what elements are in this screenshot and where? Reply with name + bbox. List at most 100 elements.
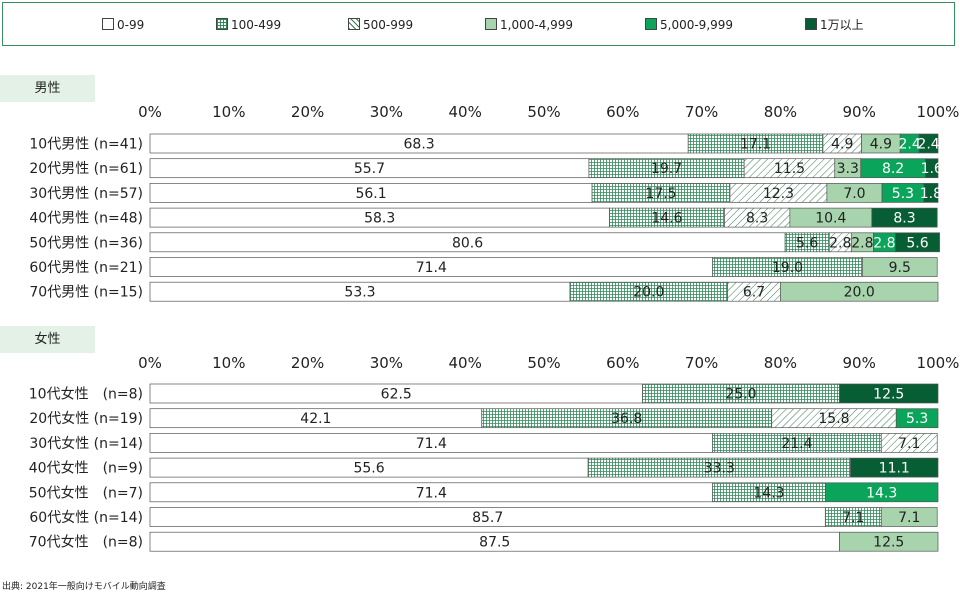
x-tick-label: 90% — [843, 354, 876, 372]
data-label: 68.3 — [404, 137, 435, 153]
data-label: 2.8 — [829, 235, 851, 251]
x-tick-label: 40% — [449, 354, 482, 372]
data-label: 33.3 — [704, 461, 735, 477]
category-label: 40代男性 (n=48) — [29, 211, 143, 227]
legend-swatch — [485, 18, 497, 30]
x-tick-label: 60% — [606, 354, 639, 372]
data-label: 14.6 — [651, 211, 682, 227]
bar-segment — [923, 183, 939, 203]
category-label: 50代女性 (n=7) — [29, 484, 143, 501]
data-label: 7.1 — [842, 510, 864, 526]
category-label: 10代男性 (n=41) — [29, 137, 143, 153]
data-label: 1.8 — [920, 186, 942, 202]
bar-segment — [925, 158, 939, 179]
x-tick-label: 70% — [685, 103, 718, 121]
bar-segment — [895, 408, 939, 429]
x-tick-label: 100% — [917, 354, 960, 372]
data-label: 87.5 — [479, 535, 510, 551]
legend-label: 1,000-4,999 — [500, 18, 574, 32]
data-label: 4.9 — [870, 137, 892, 153]
category-label: 70代男性 (n=15) — [29, 285, 143, 301]
legend-swatch — [216, 18, 228, 30]
data-label: 71.4 — [416, 485, 447, 501]
x-tick-label: 60% — [606, 103, 639, 121]
bar-segment — [850, 457, 939, 478]
data-label: 7.0 — [843, 186, 865, 202]
data-label: 2.8 — [873, 235, 895, 251]
x-tick-label: 40% — [449, 103, 482, 121]
data-label: 56.1 — [355, 186, 386, 202]
legend-swatch — [805, 18, 817, 30]
data-label: 1.6 — [921, 161, 943, 177]
legend-label: 1万以上 — [820, 18, 864, 32]
data-label: 4.9 — [831, 137, 853, 153]
data-label: 85.7 — [472, 510, 503, 526]
category-label: 60代女性 (n=14) — [29, 509, 143, 526]
data-label: 15.8 — [818, 411, 849, 427]
data-label: 11.1 — [879, 461, 910, 477]
bar-segment — [862, 257, 938, 277]
data-label: 7.1 — [898, 436, 920, 452]
bar-segment — [824, 482, 939, 503]
x-tick-label: 30% — [370, 354, 403, 372]
data-label: 19.0 — [772, 260, 803, 276]
legend-swatch — [102, 18, 114, 30]
x-tick-label: 80% — [764, 354, 797, 372]
category-label: 30代男性 (n=57) — [29, 186, 143, 202]
data-label: 5.3 — [906, 411, 928, 427]
legend-label: 0-99 — [117, 18, 145, 32]
bar-segment — [880, 507, 938, 527]
data-label: 25.0 — [725, 387, 756, 403]
data-label: 58.3 — [364, 211, 395, 227]
data-label: 36.8 — [611, 411, 642, 427]
data-label: 8.3 — [893, 211, 915, 227]
data-label: 9.5 — [889, 260, 911, 276]
category-label: 20代男性 (n=61) — [29, 161, 143, 177]
data-label: 55.6 — [353, 461, 384, 477]
x-tick-label: 70% — [685, 354, 718, 372]
category-label: 50代男性 (n=36) — [29, 235, 143, 251]
data-label: 8.2 — [882, 161, 904, 177]
x-tick-label: 20% — [291, 354, 324, 372]
data-label: 71.4 — [416, 436, 447, 452]
legend-label: 5,000-9,999 — [660, 18, 734, 32]
category-label: 20代女性 (n=19) — [29, 410, 143, 427]
x-tick-label: 10% — [212, 103, 245, 121]
legend-swatch — [645, 18, 657, 30]
data-label: 7.1 — [898, 510, 920, 526]
data-label: 6.7 — [743, 285, 765, 301]
x-tick-label: 0% — [138, 103, 162, 121]
legend-label: 500-999 — [363, 18, 414, 32]
data-label: 2.8 — [851, 235, 873, 251]
bar-segment — [895, 232, 940, 253]
data-label: 55.7 — [354, 161, 385, 177]
x-tick-label: 10% — [212, 354, 245, 372]
x-tick-label: 90% — [843, 103, 876, 121]
section-title-female: 女性 — [0, 326, 95, 353]
data-label: 8.3 — [746, 211, 768, 227]
data-label: 2.4 — [917, 137, 939, 153]
legend-label: 100-499 — [231, 18, 282, 32]
data-label: 17.1 — [740, 137, 771, 153]
category-label: 40代女性 (n=9) — [29, 460, 143, 477]
data-label: 71.4 — [416, 260, 447, 276]
data-label: 20.0 — [633, 285, 664, 301]
category-label: 10代女性 (n=8) — [29, 386, 143, 403]
legend-swatch — [348, 18, 360, 30]
category-label: 60代男性 (n=21) — [29, 260, 143, 276]
data-label: 53.3 — [344, 285, 375, 301]
data-label: 20.0 — [844, 285, 875, 301]
data-label: 12.5 — [873, 387, 904, 403]
source-note: 出典: 2021年一般向けモバイル動向調査 — [2, 582, 166, 592]
data-label: 2.4 — [898, 137, 920, 153]
x-tick-label: 100% — [917, 103, 960, 121]
data-label: 42.1 — [300, 411, 331, 427]
section-title-male: 男性 — [0, 75, 95, 102]
data-label: 14.3 — [753, 485, 784, 501]
data-label: 11.5 — [774, 161, 805, 177]
data-label: 5.3 — [892, 186, 914, 202]
data-label: 10.4 — [815, 211, 846, 227]
bar-segment — [780, 281, 939, 302]
chart-legend: 0-99 100-499 500-999 1,000-4,999 5,000-9,999… — [2, 2, 955, 46]
